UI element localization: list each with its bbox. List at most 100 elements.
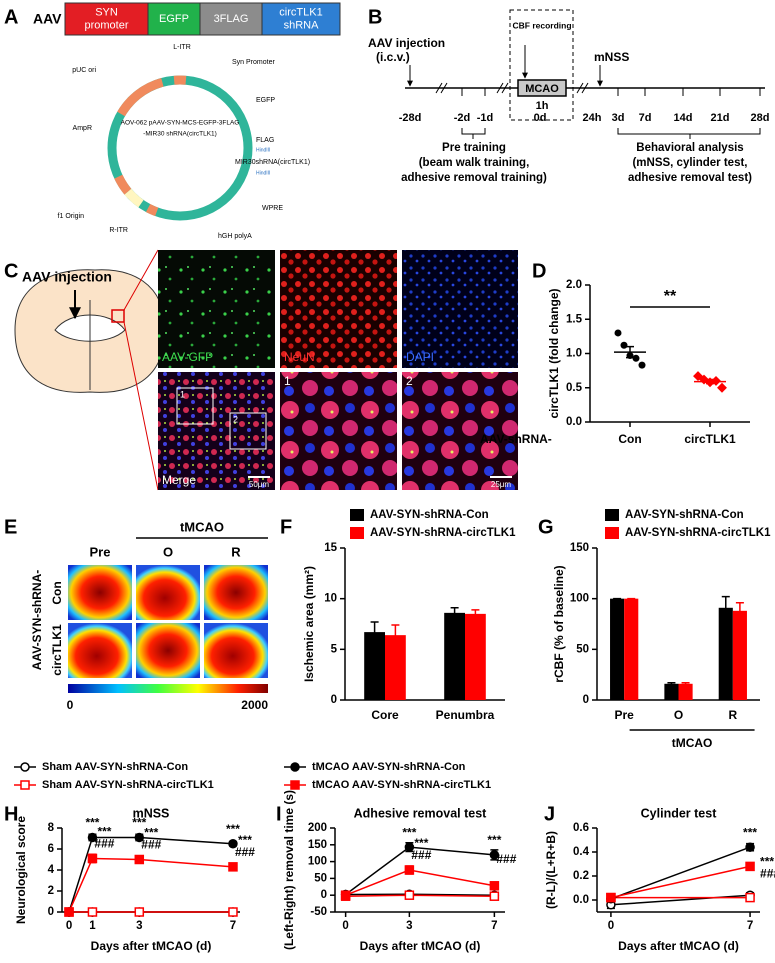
bar	[465, 614, 486, 700]
speckle-image	[204, 623, 268, 678]
label: AAV-GFP	[162, 350, 213, 364]
plasmid-label: Syn Promoter	[232, 59, 275, 66]
label: 2	[233, 414, 238, 424]
label: (beam walk training,	[419, 157, 530, 169]
label: tMCAO	[672, 736, 713, 750]
data-point	[621, 342, 628, 349]
x-tick-label: 3	[136, 920, 142, 932]
data-point	[342, 891, 350, 899]
x-tick-label: Pre	[614, 708, 634, 722]
image-zoom	[280, 372, 397, 490]
plasmid-label: R-ITR	[109, 227, 128, 234]
plasmid-feature	[121, 82, 162, 114]
data-point	[746, 843, 754, 851]
label: 2000	[241, 698, 268, 712]
legend-label: tMCAO AAV-SYN-shRNA-circTLK1	[312, 779, 491, 791]
time-label: 14d	[674, 112, 693, 124]
x-tick-label: Con	[618, 432, 641, 446]
chart-title: Adhesive removal test	[354, 806, 488, 820]
cassette-label: 3FLAG	[214, 13, 249, 25]
legend-label: AAV-SYN-shRNA-Con	[370, 509, 489, 521]
significance: ###	[760, 867, 775, 881]
label: tMCAO	[180, 519, 224, 534]
x-axis-label: Days after tMCAO (d)	[91, 939, 212, 953]
y-tick-label: 0	[331, 694, 337, 706]
x-tick-label: 1	[89, 920, 96, 932]
image-zoom	[402, 372, 518, 490]
x-tick-label: 3	[406, 920, 412, 932]
x-tick-label: R	[728, 708, 737, 722]
bar	[610, 599, 624, 700]
label: AAV injection	[368, 36, 445, 50]
label: 1h	[536, 100, 549, 112]
data-point	[135, 856, 143, 864]
y-tick-label: 150	[308, 839, 327, 851]
bar	[679, 684, 693, 700]
x-tick-label: 7	[491, 920, 497, 932]
x-tick-label: 7	[230, 920, 236, 932]
time-label: -1d	[477, 112, 494, 124]
label: AAV-shRNA-	[480, 432, 552, 446]
label: 1	[180, 389, 185, 399]
plasmid-label: EGFP	[256, 97, 275, 104]
significance: ***	[743, 825, 757, 839]
label: 2	[406, 374, 413, 388]
significance: ###	[94, 837, 114, 851]
y-tick-label: 15	[324, 542, 337, 554]
y-tick-label: 0.6	[573, 822, 589, 834]
label: 50μm	[249, 480, 270, 489]
significance: ###	[496, 852, 516, 866]
label: AAV injection	[22, 269, 112, 285]
data-point	[717, 383, 727, 393]
y-tick-label: 0	[48, 906, 54, 918]
time-label: 7d	[639, 112, 652, 124]
plasmid-feature	[128, 192, 141, 204]
plasmid-feature	[118, 177, 128, 192]
plasmid-label: hGH polyA	[218, 233, 252, 240]
data-point	[607, 894, 615, 902]
legend-label: AAV-SYN-shRNA-circTLK1	[370, 527, 516, 539]
label: AAV	[33, 11, 62, 27]
label: adhesive removal training)	[401, 172, 547, 184]
y-tick-label: 0.4	[573, 846, 590, 858]
label: mNSS	[594, 50, 629, 64]
significance: ###	[141, 838, 161, 852]
x-tick-label: O	[674, 708, 683, 722]
data-point	[229, 908, 237, 916]
label: MCAO	[525, 83, 559, 95]
label: 25μm	[491, 480, 512, 489]
bar	[624, 599, 638, 700]
label: Pre training	[442, 142, 506, 154]
y-tick-label: 0.0	[573, 894, 589, 906]
panel-label: E	[4, 516, 17, 538]
label: Con	[50, 581, 64, 604]
y-tick-label: 1.0	[566, 348, 582, 360]
plasmid-label: AmpR	[73, 125, 92, 132]
x-tick-label: 0	[342, 920, 348, 932]
chart-title: Cylinder test	[641, 806, 718, 820]
legend-swatch	[350, 527, 364, 539]
label: Behavioral analysis	[636, 142, 743, 154]
speckle-image	[136, 565, 200, 620]
time-label: -2d	[454, 112, 471, 124]
y-tick-label: 2.0	[566, 279, 582, 291]
data-point	[746, 862, 754, 870]
label: Merge	[162, 473, 196, 487]
bar	[719, 608, 733, 700]
legend-marker	[21, 781, 29, 789]
panel-label: D	[532, 260, 546, 282]
data-point	[746, 894, 754, 902]
data-point	[88, 908, 96, 916]
legend-label: Sham AAV-SYN-shRNA-circTLK1	[42, 779, 214, 791]
x-tick-label: 0	[608, 920, 614, 932]
y-tick-label: 150	[570, 542, 589, 554]
series-line	[611, 847, 750, 899]
time-label: 21d	[711, 112, 730, 124]
series-line	[346, 895, 495, 896]
plasmid-label: HindIII	[256, 170, 270, 176]
plasmid-label: WPRE	[262, 205, 283, 212]
y-tick-label: 200	[308, 822, 327, 834]
panel-label: C	[4, 260, 18, 282]
y-tick-label: 5	[331, 643, 338, 655]
